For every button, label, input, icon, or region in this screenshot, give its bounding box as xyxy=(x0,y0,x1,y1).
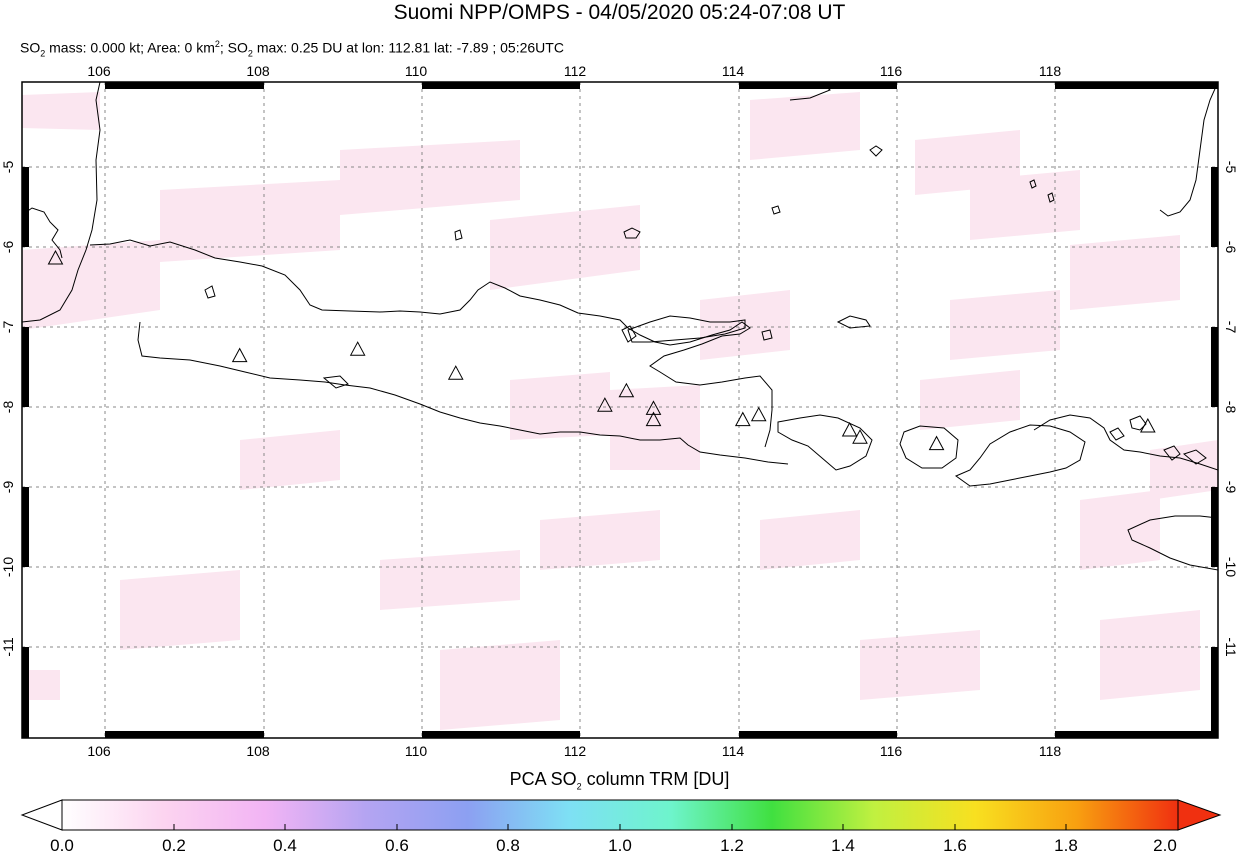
lon-label: 118 xyxy=(1039,743,1062,759)
lat-label: -6 xyxy=(1223,241,1239,254)
coast-lombok xyxy=(899,425,959,469)
lon-label: 110 xyxy=(405,743,428,759)
colorbar-tick: 1.4 xyxy=(831,836,855,855)
volcano-marker xyxy=(841,421,858,437)
lat-label: -7 xyxy=(0,321,16,334)
colorbar-tick: 1.0 xyxy=(608,836,632,855)
coast-sulawesi xyxy=(1159,82,1218,217)
colorbar-min-arrow xyxy=(20,799,63,831)
volcano-marker xyxy=(1139,417,1156,433)
lat-labels-left: -5 -6 -7 -8 -9 -10 -11 xyxy=(0,161,16,657)
lon-label: 114 xyxy=(722,63,745,79)
lat-label: -9 xyxy=(0,481,16,494)
coast-sumba xyxy=(1127,515,1218,571)
max-text: max: 0.25 DU at lon: 112.81 lat: -7.89 ;… xyxy=(252,39,564,56)
area-sup: 2 xyxy=(214,39,220,49)
grid-lines xyxy=(22,82,1218,738)
colorbar-tick: 0.0 xyxy=(50,836,74,855)
lat-label: -7 xyxy=(1223,321,1239,334)
sep-text: ; SO xyxy=(219,39,248,56)
volcano-marker xyxy=(852,429,868,444)
lon-label: 110 xyxy=(405,63,428,79)
so2-label: SO xyxy=(20,39,41,56)
coast-sumbawa xyxy=(954,424,1086,487)
so2-sub: 2 xyxy=(40,48,46,59)
lon-labels-top: 106 108 110 112 114 116 118 xyxy=(87,63,1061,79)
lon-label: 106 xyxy=(87,63,111,79)
coast-sumatra xyxy=(22,82,101,323)
cbar-label-post: column TRM [DU] xyxy=(581,769,730,789)
lat-label: -11 xyxy=(1223,637,1239,656)
cbar-label-pre: PCA SO xyxy=(509,769,577,789)
cbar-label-sub: 2 xyxy=(576,781,582,792)
lat-label: -10 xyxy=(0,557,16,577)
volcano-marker xyxy=(750,406,767,422)
volcano-marker xyxy=(47,249,64,265)
volcano-marker xyxy=(349,341,366,356)
coastlines xyxy=(22,82,1218,571)
coast-madura xyxy=(627,315,746,343)
coast-java-north xyxy=(89,239,773,448)
volcano-markers xyxy=(47,249,1156,451)
mass-area-text: mass: 0.000 kt; Area: 0 km xyxy=(45,39,215,56)
volcano-marker xyxy=(734,411,751,427)
lon-label: 118 xyxy=(1039,63,1062,79)
so2-summary: SO2 mass: 0.000 kt; Area: 0 km2; SO2 max… xyxy=(20,35,564,62)
volcano-marker xyxy=(231,347,248,363)
coast-bali xyxy=(777,414,873,471)
so2-pixels xyxy=(22,92,1218,730)
lon-label: 116 xyxy=(880,63,903,79)
lat-label: -8 xyxy=(0,401,16,414)
volcano-marker xyxy=(447,365,464,380)
volcano-marker xyxy=(597,397,613,412)
colorbar-tick: 1.2 xyxy=(720,836,744,855)
volcano-marker xyxy=(645,411,662,427)
lat-label: -11 xyxy=(0,637,16,656)
lon-label: 112 xyxy=(564,63,587,79)
volcano-marker xyxy=(618,382,635,398)
lon-labels-bottom: 106 108 110 112 114 116 118 xyxy=(87,743,1061,759)
lon-label: 106 xyxy=(87,743,111,759)
colorbar-tick: 1.6 xyxy=(943,836,967,855)
colorbar-max-arrow xyxy=(1177,799,1222,831)
colorbar-title: PCA SO2 column TRM [DU] xyxy=(0,768,1239,798)
lat-label: -8 xyxy=(1223,401,1239,414)
lat-label: -5 xyxy=(0,161,16,174)
map-frame xyxy=(21,81,1219,739)
lon-label: 114 xyxy=(722,743,745,759)
colorbar-tick: 0.4 xyxy=(273,836,297,855)
colorbar-tick: 0.8 xyxy=(496,836,520,855)
volcano-marker xyxy=(645,400,662,415)
max-sub: 2 xyxy=(247,48,253,59)
colorbar-tick: 0.6 xyxy=(385,836,409,855)
colorbar-tick: 0.2 xyxy=(162,836,186,855)
lon-label: 108 xyxy=(246,63,270,79)
lat-label: -9 xyxy=(1223,481,1239,494)
lon-label: 108 xyxy=(246,743,270,759)
colorbar xyxy=(20,799,1222,831)
lon-label: 116 xyxy=(880,743,903,759)
colorbar-tick: 2.0 xyxy=(1153,836,1177,855)
coast-java-south xyxy=(137,321,789,465)
colorbar-tick: 1.8 xyxy=(1054,836,1078,855)
lat-label: -6 xyxy=(0,241,16,254)
volcano-marker xyxy=(928,435,945,451)
lat-labels-right: -5 -6 -7 -8 -9 -10 -11 xyxy=(1223,161,1239,657)
map-title: Suomi NPP/OMPS - 04/05/2020 05:24-07:08 … xyxy=(393,1,846,24)
lat-label: -10 xyxy=(1223,557,1239,577)
lon-label: 112 xyxy=(564,743,587,759)
lat-label: -5 xyxy=(1223,161,1239,174)
